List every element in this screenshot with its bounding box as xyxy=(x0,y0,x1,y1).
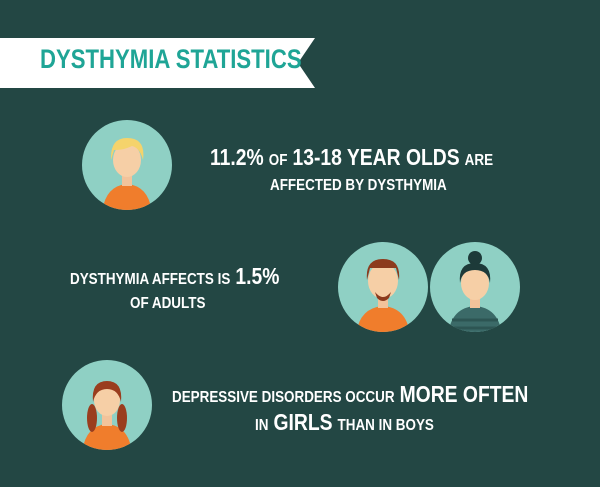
stat-text: THAN IN BOYS xyxy=(337,417,434,434)
stat-text: AFFECTED BY DYSTHYMIA xyxy=(270,177,447,194)
stat-text: OF xyxy=(268,152,288,169)
stat-text: GIRLS xyxy=(273,409,333,435)
stat-text: DEPRESSIVE DISORDERS OCCUR xyxy=(172,389,395,406)
stat-line: DEPRESSIVE DISORDERS OCCUR MORE OFTEN xyxy=(172,380,533,412)
title: DYSTHYMIA STATISTICS xyxy=(40,44,302,74)
banner xyxy=(0,38,315,88)
boy-avatar xyxy=(82,120,172,210)
man-avatar xyxy=(338,242,428,332)
stat-line: IN GIRLS THAN IN BOYS xyxy=(255,408,439,440)
stat-text: 11.2% xyxy=(210,144,264,170)
stat-text: OF ADULTS xyxy=(130,295,206,312)
stat-text: MORE OFTEN xyxy=(399,381,529,407)
stat-line: 11.2% OF 13-18 YEAR OLDS ARE xyxy=(210,143,498,175)
stat-text: ARE xyxy=(464,152,494,169)
stat-line: DYSTHYMIA AFFECTS IS 1.5% xyxy=(70,262,284,294)
girl-avatar xyxy=(62,360,152,450)
stat-text: DYSTHYMIA AFFECTS IS xyxy=(70,271,231,288)
stat-text: 1.5% xyxy=(235,263,280,289)
stat-line: AFFECTED BY DYSTHYMIA xyxy=(270,172,452,200)
stat-text: IN xyxy=(255,417,269,434)
woman-avatar xyxy=(430,242,520,332)
stat-text: 13-18 YEAR OLDS xyxy=(292,144,460,170)
stat-line: OF ADULTS xyxy=(130,290,210,318)
